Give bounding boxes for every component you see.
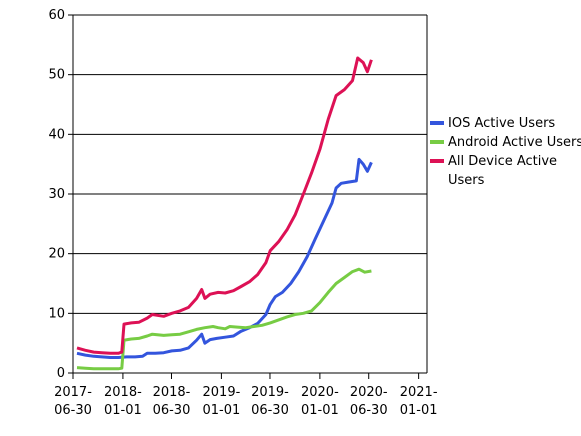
x-tick-label-2019-06-30-line1: 2019- — [251, 385, 289, 400]
x-tick-label-2020-01-01-line2: 01-01 — [301, 403, 339, 418]
x-tick-label-2019-01-01-line1: 2019- — [203, 385, 241, 400]
legend-label-android-active-users: Android Active Users — [448, 135, 581, 150]
x-tick-label-2020-01-01-line1: 2020- — [301, 385, 339, 400]
y-tick-label-20: 20 — [48, 247, 65, 262]
y-tick-label-10: 10 — [48, 306, 65, 321]
y-tick-label-50: 50 — [48, 68, 65, 83]
x-tick-label-2018-06-30-line2: 06-30 — [153, 403, 191, 418]
series-line-all-device-active-users — [76, 56, 373, 355]
x-tick-label-2018-01-01-line1: 2018- — [104, 385, 142, 400]
y-axis-ticks: 0 10 20 30 40 50 60 — [48, 8, 73, 381]
y-tick-label-40: 40 — [48, 127, 65, 142]
x-tick-label-2020-06-30-line1: 2020- — [350, 385, 388, 400]
x-tick-label-2021-01-01-line2: 01-01 — [400, 403, 438, 418]
x-axis-ticks: 2017- 06-30 2018- 01-01 2018- 06-30 2019- 01-01… — [54, 373, 438, 418]
x-tick-label-2019-01-01-line2: 01-01 — [203, 403, 241, 418]
x-tick-label-2020-06-30-line2: 06-30 — [350, 403, 388, 418]
legend-label-all-device-active-users: All Device Active Users — [448, 154, 557, 188]
y-tick-label-60: 60 — [48, 8, 65, 23]
x-tick-label-2018-06-30-line1: 2018- — [153, 385, 191, 400]
series-line-ios-active-users — [76, 157, 373, 359]
x-tick-label-2018-01-01-line2: 01-01 — [104, 403, 142, 418]
x-tick-label-2019-06-30-line2: 06-30 — [251, 403, 289, 418]
x-tick-label-2021-01-01-line1: 2021- — [400, 385, 438, 400]
legend: IOS Active Users Android Active Users All … — [430, 116, 581, 188]
series-lines — [76, 56, 373, 371]
x-tick-label-2017-06-30-line1: 2017- — [54, 385, 92, 400]
x-tick-label-2017-06-30-line2: 06-30 — [54, 403, 92, 418]
y-tick-label-30: 30 — [48, 187, 65, 202]
legend-label-ios-active-users: IOS Active Users — [448, 116, 555, 131]
gridlines — [73, 14, 427, 374]
series-line-android-active-users — [76, 267, 372, 371]
y-tick-label-0: 0 — [57, 366, 65, 381]
